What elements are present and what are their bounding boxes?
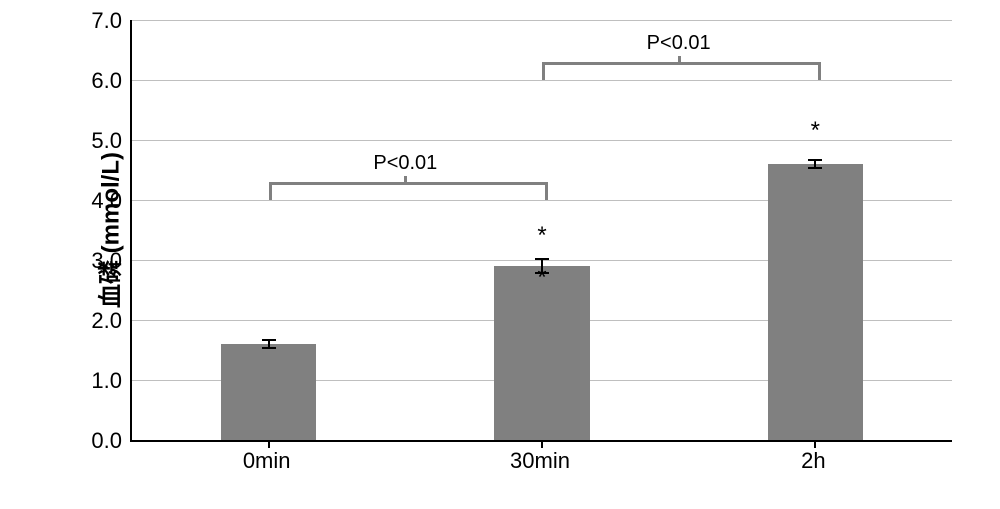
error-cap <box>262 347 276 349</box>
comparison-bracket <box>269 182 548 200</box>
y-tick-label: 0.0 <box>72 428 122 454</box>
x-tick-label: 0min <box>243 448 291 474</box>
error-cap <box>535 258 549 260</box>
bar <box>221 344 317 440</box>
y-tick-label: 5.0 <box>72 128 122 154</box>
gridline <box>132 20 952 21</box>
bracket-label: P<0.01 <box>647 32 711 55</box>
bar <box>494 266 590 440</box>
x-tick <box>268 440 270 448</box>
comparison-bracket <box>542 62 821 80</box>
bar <box>768 164 864 440</box>
y-tick-label: 6.0 <box>72 68 122 94</box>
y-tick-label: 3.0 <box>72 248 122 274</box>
bracket-tail <box>678 56 681 62</box>
x-tick-label: 2h <box>801 448 825 474</box>
y-axis-title: 血磷 (mmol/L) <box>91 152 126 308</box>
bracket-label: P<0.01 <box>373 152 437 175</box>
gridline <box>132 80 952 81</box>
significance-marker: * <box>537 222 546 250</box>
y-tick-label: 7.0 <box>72 8 122 34</box>
plot-area: * * * P<0.01 P<0.01 <box>130 20 952 442</box>
error-cap <box>262 339 276 341</box>
gridline <box>132 140 952 141</box>
significance-marker: * <box>537 264 546 292</box>
y-tick-label: 1.0 <box>72 368 122 394</box>
error-cap <box>808 159 822 161</box>
x-tick-label: 30min <box>510 448 570 474</box>
significance-marker: * <box>811 117 820 145</box>
y-tick-label: 2.0 <box>72 308 122 334</box>
error-cap <box>808 167 822 169</box>
chart-container: 血磷 (mmol/L) * * * P<0.01 P<0.01 0.0 1.0 2.0 3.0… <box>0 0 1000 509</box>
x-tick <box>814 440 816 448</box>
y-tick-label: 4.0 <box>72 188 122 214</box>
bracket-tail <box>404 176 407 182</box>
x-tick <box>541 440 543 448</box>
